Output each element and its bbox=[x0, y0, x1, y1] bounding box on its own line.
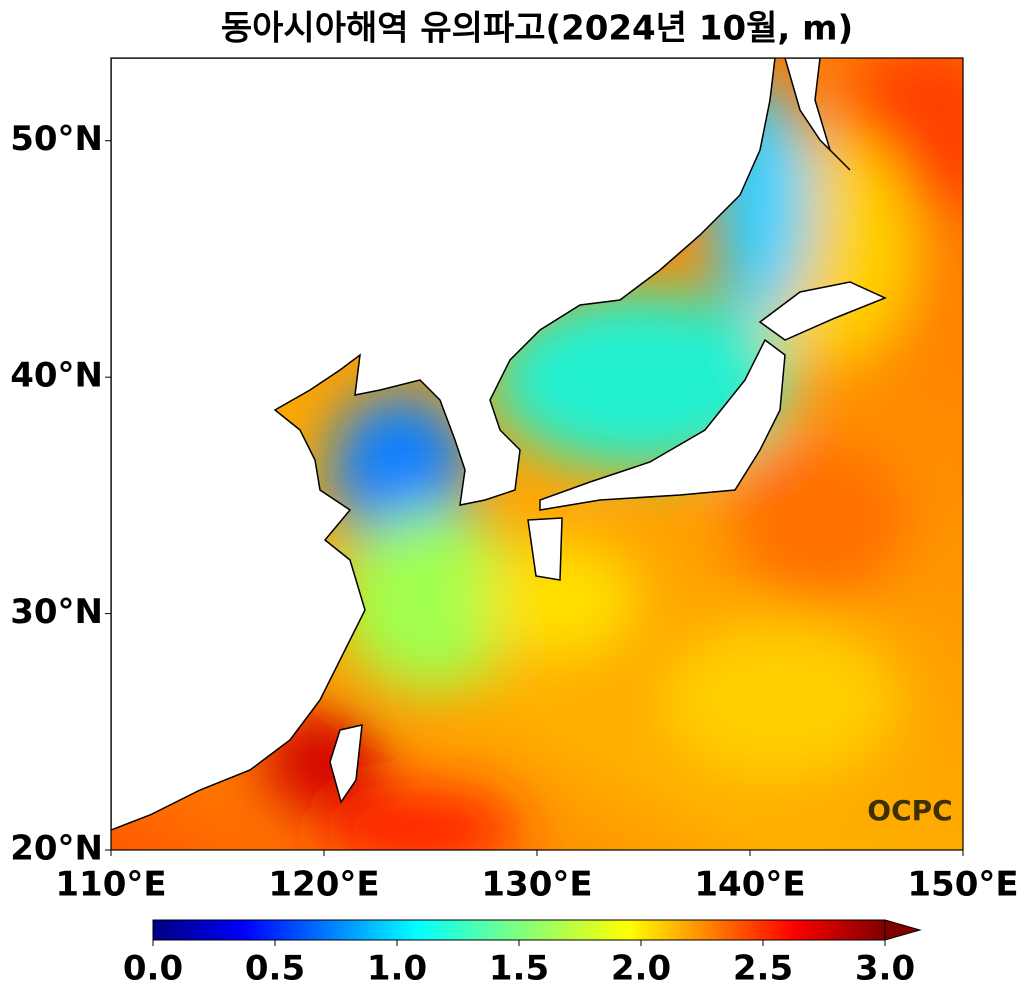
colorbar-tick-label: 0.5 bbox=[245, 949, 305, 989]
colorbar-tick-label: 2.0 bbox=[611, 949, 671, 989]
logo: OCPC bbox=[867, 794, 952, 827]
map-title: 동아시아해역 유의파고(2024년 10월, m) bbox=[221, 9, 853, 49]
colorbar-tick-label: 1.0 bbox=[367, 949, 427, 989]
y-tick-label: 20°N bbox=[10, 829, 103, 869]
colorbar-tick-label: 3.0 bbox=[855, 949, 915, 989]
y-tick-label: 40°N bbox=[10, 356, 103, 396]
colorbar-tick-label: 1.5 bbox=[489, 949, 549, 989]
colorbar bbox=[152, 919, 886, 941]
x-tick-label: 140°E bbox=[694, 865, 805, 905]
wave-field bbox=[111, 58, 963, 850]
y-tick-label: 30°N bbox=[10, 592, 103, 632]
colorbar-extend bbox=[884, 919, 922, 941]
x-tick-label: 110°E bbox=[55, 865, 166, 905]
colorbar-tick-label: 2.5 bbox=[733, 949, 793, 989]
x-tick-label: 120°E bbox=[268, 865, 379, 905]
colorbar-tick-label: 0.0 bbox=[123, 949, 183, 989]
y-tick-label: 50°N bbox=[10, 119, 103, 159]
land bbox=[111, 58, 887, 831]
x-tick-label: 150°E bbox=[907, 865, 1018, 905]
x-tick-label: 130°E bbox=[481, 865, 592, 905]
